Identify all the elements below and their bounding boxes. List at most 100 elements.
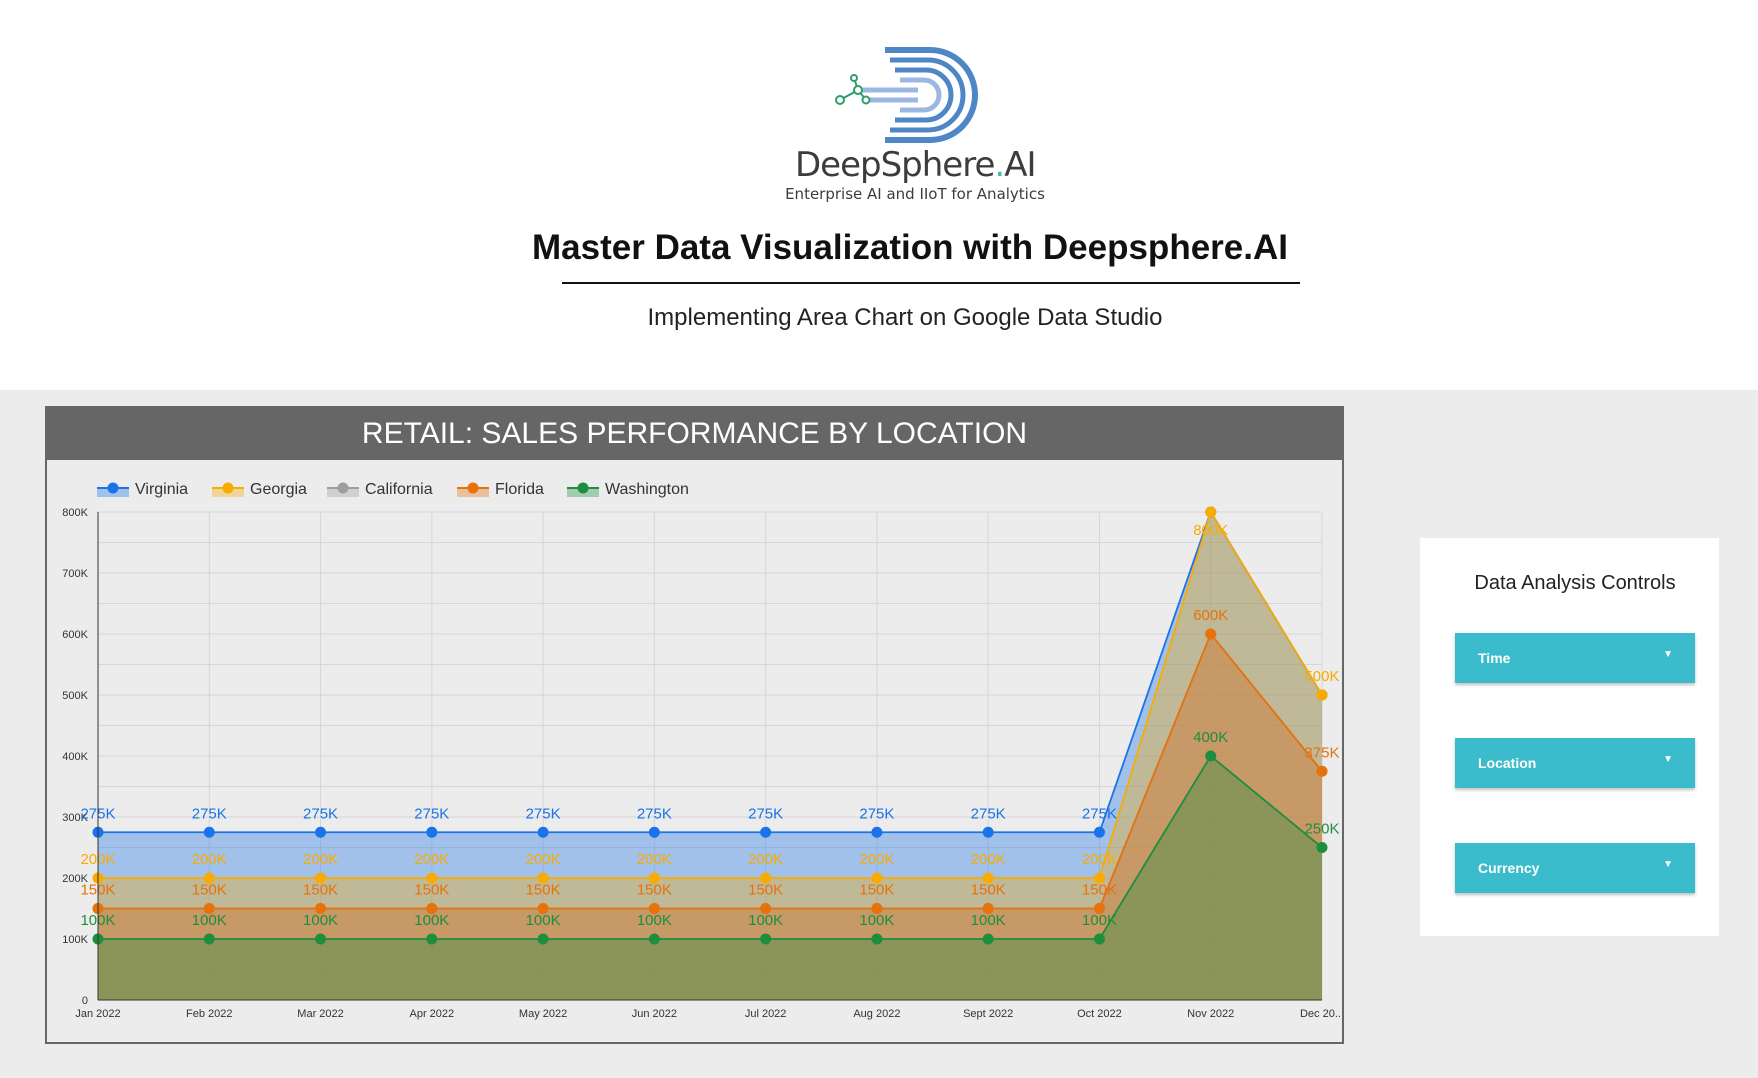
data-label: 200K bbox=[748, 851, 783, 868]
data-label: 100K bbox=[748, 912, 783, 929]
x-tick-label: Jan 2022 bbox=[75, 1008, 120, 1020]
location-dropdown-label: Location bbox=[1478, 755, 1537, 771]
x-tick-label: Nov 2022 bbox=[1187, 1008, 1234, 1020]
data-label: 150K bbox=[526, 882, 561, 899]
x-tick-label: Dec 20... bbox=[1300, 1008, 1342, 1020]
y-tick-label: 400K bbox=[62, 751, 88, 763]
data-point-florida bbox=[648, 903, 660, 914]
y-tick-label: 100K bbox=[62, 934, 88, 946]
data-label: 100K bbox=[1082, 912, 1117, 929]
logo-tagline: Enterprise AI and IIoT for Analytics bbox=[785, 185, 1045, 203]
data-label: 150K bbox=[971, 882, 1006, 899]
caret-down-icon: ▼ bbox=[1663, 649, 1673, 660]
legend-label: California bbox=[365, 481, 433, 498]
area-chart[interactable]: 0 100K 200K 300K 400K 500K 600K 700K 800K Jan 202… bbox=[47, 460, 1342, 1042]
data-point-florida bbox=[1205, 628, 1217, 640]
data-point-virginia bbox=[537, 826, 549, 838]
data-label: 275K bbox=[1082, 805, 1117, 822]
y-tick-label: 200K bbox=[62, 873, 88, 885]
location-dropdown[interactable]: Location ▼ bbox=[1455, 738, 1695, 788]
area-chart-card: RETAIL: SALES PERFORMANCE BY LOCATION 0 1… bbox=[45, 406, 1344, 1044]
data-label: 150K bbox=[748, 882, 783, 899]
x-tick-label: Jul 2022 bbox=[745, 1008, 787, 1020]
legend-item-georgia[interactable]: Georgia bbox=[212, 481, 307, 498]
data-label: 100K bbox=[859, 912, 894, 929]
currency-dropdown[interactable]: Currency ▼ bbox=[1455, 843, 1695, 893]
data-label: 275K bbox=[859, 805, 894, 822]
deepsphere-logo-icon bbox=[835, 47, 978, 143]
data-point-virginia bbox=[982, 826, 994, 838]
legend-label: Georgia bbox=[250, 481, 307, 498]
caret-down-icon: ▼ bbox=[1663, 859, 1673, 870]
data-label: 150K bbox=[192, 882, 227, 899]
data-point-georgia bbox=[982, 872, 994, 884]
data-point-georgia bbox=[1093, 872, 1105, 884]
x-tick-label: Sept 2022 bbox=[963, 1008, 1013, 1020]
data-point-virginia bbox=[648, 826, 660, 838]
data-label: 100K bbox=[526, 912, 561, 929]
data-point-florida bbox=[315, 903, 327, 914]
legend-label: Florida bbox=[495, 481, 544, 498]
page-subtitle: Implementing Area Chart on Google Data S… bbox=[647, 304, 1163, 331]
data-label: 150K bbox=[303, 882, 338, 899]
data-point-washington bbox=[1093, 933, 1105, 945]
data-point-washington bbox=[426, 933, 438, 945]
y-tick-label: 0 bbox=[82, 995, 88, 1007]
data-label: 200K bbox=[971, 851, 1006, 868]
time-dropdown[interactable]: Time ▼ bbox=[1455, 633, 1695, 683]
x-tick-label: Jun 2022 bbox=[632, 1008, 677, 1020]
data-point-washington bbox=[203, 933, 215, 945]
data-point-georgia bbox=[1316, 689, 1328, 701]
data-label: 800K bbox=[1193, 522, 1228, 539]
data-point-georgia bbox=[315, 872, 327, 884]
x-tick-label: Mar 2022 bbox=[297, 1008, 343, 1020]
data-label: 100K bbox=[192, 912, 227, 929]
data-label: 200K bbox=[637, 851, 672, 868]
data-label: 500K bbox=[1304, 668, 1339, 685]
data-label: 400K bbox=[1193, 729, 1228, 746]
y-tick-label: 600K bbox=[62, 629, 88, 641]
legend-marker bbox=[222, 482, 234, 494]
series-line-georgia bbox=[98, 509, 1323, 879]
legend-item-florida[interactable]: Florida bbox=[457, 481, 544, 498]
data-label: 150K bbox=[1082, 882, 1117, 899]
data-label: 275K bbox=[526, 805, 561, 822]
data-label: 200K bbox=[859, 851, 894, 868]
data-point-washington bbox=[1205, 750, 1217, 762]
page-title: Master Data Visualization with Deepspher… bbox=[532, 228, 1288, 267]
legend-item-washington[interactable]: Washington bbox=[567, 481, 689, 498]
data-analysis-controls: Data Analysis Controls Time ▼ Location ▼… bbox=[1420, 538, 1719, 936]
data-label: 150K bbox=[859, 882, 894, 899]
logo-wordmark: DeepSphere.AI bbox=[795, 145, 1037, 185]
data-label: 275K bbox=[192, 805, 227, 822]
data-point-washington bbox=[315, 933, 327, 945]
data-point-florida bbox=[203, 903, 215, 914]
legend-item-california[interactable]: California bbox=[327, 481, 433, 498]
data-point-georgia bbox=[871, 872, 883, 884]
y-tick-label: 500K bbox=[62, 690, 88, 702]
legend-marker bbox=[107, 482, 119, 494]
x-tick-label: Apr 2022 bbox=[409, 1008, 454, 1020]
data-label: 100K bbox=[414, 912, 449, 929]
data-label: 275K bbox=[637, 805, 672, 822]
data-point-washington bbox=[1316, 842, 1328, 853]
y-tick-label: 700K bbox=[62, 568, 88, 580]
data-label: 100K bbox=[971, 912, 1006, 929]
legend-item-virginia[interactable]: Virginia bbox=[97, 481, 188, 498]
data-label: 275K bbox=[303, 805, 338, 822]
caret-down-icon: ▼ bbox=[1663, 754, 1673, 765]
data-label: 100K bbox=[303, 912, 338, 929]
data-point-washington bbox=[537, 933, 549, 945]
data-point-florida bbox=[537, 903, 549, 914]
data-point-georgia bbox=[1205, 506, 1217, 518]
controls-title: Data Analysis Controls bbox=[1474, 572, 1676, 594]
series-line-washington bbox=[98, 754, 1323, 940]
currency-dropdown-label: Currency bbox=[1478, 860, 1540, 876]
data-point-georgia bbox=[426, 872, 438, 884]
data-point-georgia bbox=[760, 872, 772, 884]
data-label: 200K bbox=[526, 851, 561, 868]
data-point-florida bbox=[982, 903, 994, 914]
data-label: 200K bbox=[303, 851, 338, 868]
data-point-washington bbox=[871, 933, 883, 945]
title-divider bbox=[562, 282, 1300, 284]
